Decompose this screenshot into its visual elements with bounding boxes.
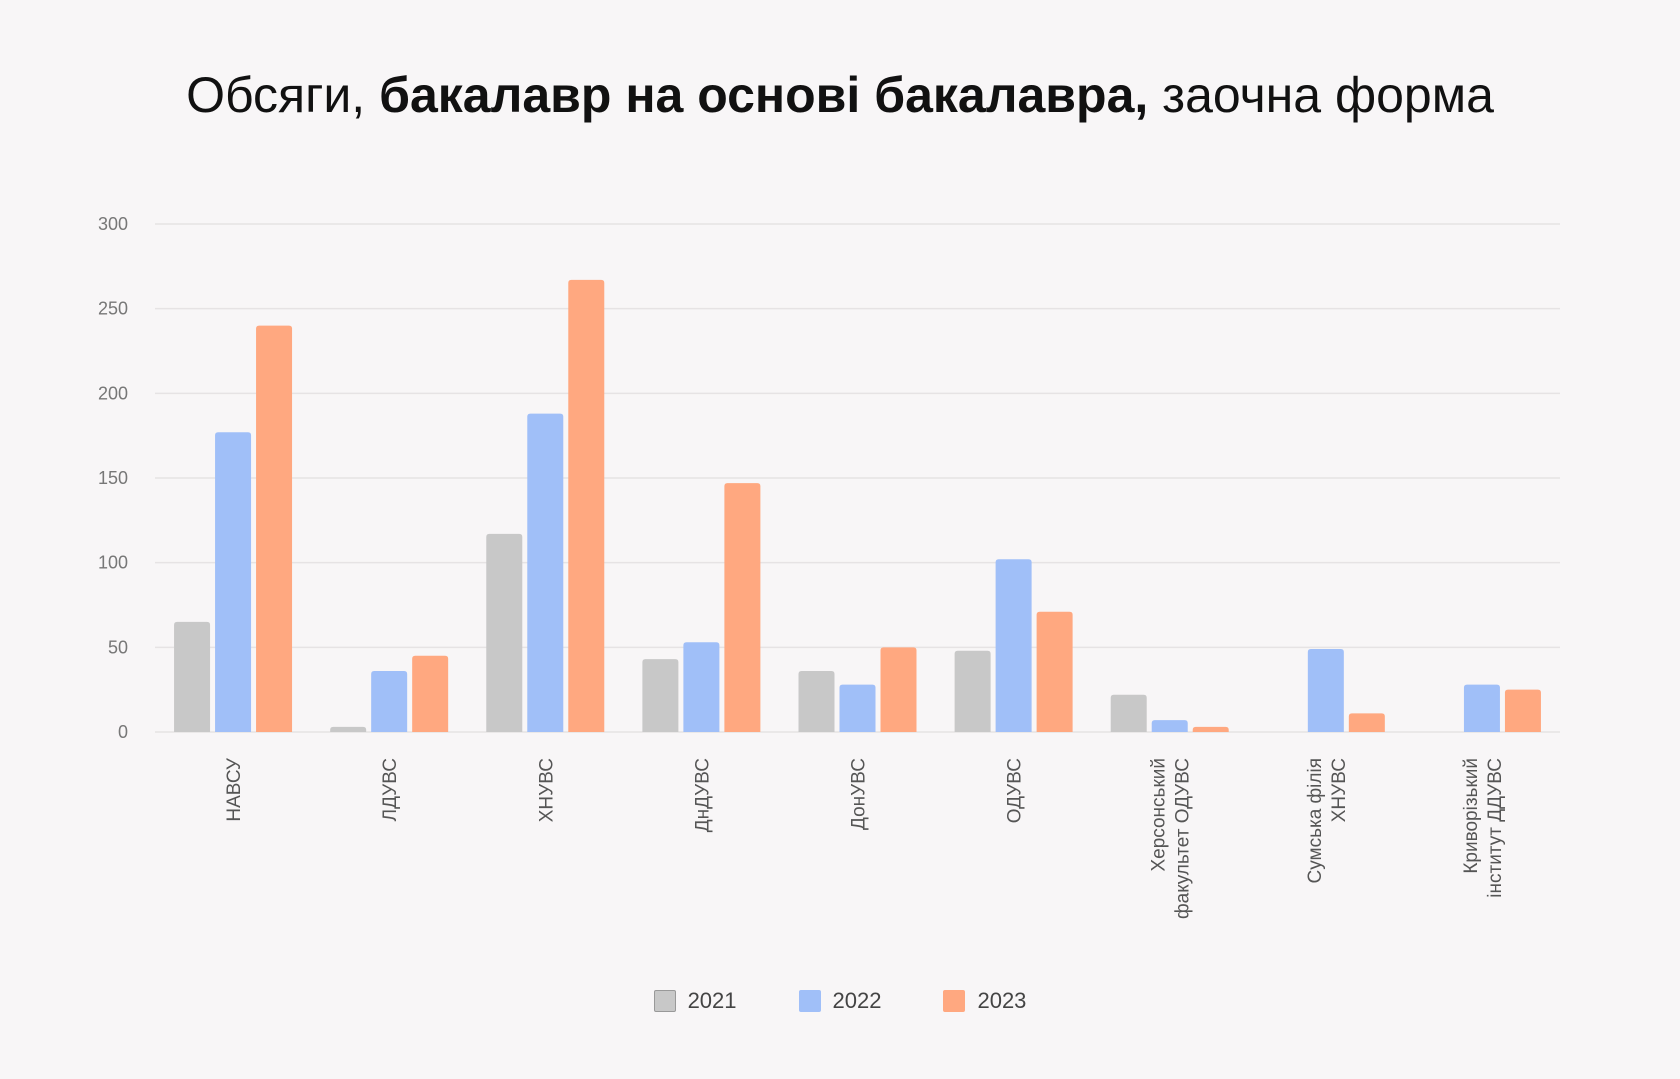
y-tick-label-250: 250 — [98, 299, 128, 319]
bar-2023-3[interactable] — [724, 483, 761, 732]
bar-2022-3[interactable] — [683, 642, 720, 732]
legend-swatch-2023 — [943, 990, 966, 1012]
bar-2023-2[interactable] — [568, 279, 605, 732]
bar-2021-4[interactable] — [798, 671, 835, 732]
title-part-2: бакалавр на основі бакалавра, — [379, 67, 1149, 123]
legend-label-2021: 2021 — [687, 988, 737, 1013]
title-part-1: Обсяги, — [186, 67, 380, 123]
legend-label-2023: 2023 — [977, 988, 1027, 1013]
x-category-label-7-0: Сумська філія — [1305, 758, 1326, 884]
bar-2022-7[interactable] — [1307, 649, 1344, 732]
x-category-label-6-0: Херсонський — [1149, 758, 1170, 872]
bar-2022-0[interactable] — [215, 432, 252, 732]
legend-label-2022: 2022 — [832, 988, 882, 1013]
chart-title: Обсяги, бакалавр на основі бакалавра, за… — [0, 66, 1680, 124]
bar-2023-8[interactable] — [1504, 689, 1541, 732]
bar-2021-3[interactable] — [642, 659, 679, 732]
bar-2021-1[interactable] — [330, 726, 367, 732]
bar-2023-1[interactable] — [412, 655, 449, 732]
y-tick-label-300: 300 — [98, 214, 128, 234]
x-category-label-8-0: Криворізький — [1461, 758, 1482, 874]
bar-2022-6[interactable] — [1151, 720, 1188, 732]
x-category-label-5-0: ОДУВС — [1005, 758, 1026, 823]
y-tick-label-50: 50 — [108, 637, 128, 657]
legend-item-2023[interactable]: 2023 — [943, 988, 1026, 1014]
x-category-label-2-0: ХНУВС — [536, 758, 557, 822]
legend-item-2022[interactable]: 2022 — [798, 988, 882, 1014]
bar-2022-4[interactable] — [839, 684, 876, 732]
bar-2021-6[interactable] — [1110, 694, 1147, 732]
y-tick-label-150: 150 — [98, 468, 128, 488]
y-tick-label-100: 100 — [98, 553, 128, 573]
bar-2021-2[interactable] — [486, 533, 523, 732]
x-category-label-3-0: ДнДУВС — [692, 758, 713, 832]
bar-2021-0[interactable] — [174, 621, 211, 732]
bar-2022-1[interactable] — [371, 671, 408, 732]
x-category-label-8-1: інститут ДДУВС — [1485, 758, 1506, 898]
bar-2022-8[interactable] — [1463, 684, 1500, 732]
bar-2023-0[interactable] — [256, 325, 293, 732]
bar-2022-5[interactable] — [995, 559, 1032, 732]
x-category-label-6-1: факультет ОДУВС — [1173, 758, 1194, 919]
bar-2022-2[interactable] — [527, 413, 564, 732]
chart-legend: 2021 2022 2023 — [0, 988, 1680, 1014]
legend-swatch-2022 — [798, 990, 821, 1012]
bar-2023-6[interactable] — [1192, 726, 1229, 732]
bar-2023-4[interactable] — [880, 647, 917, 732]
y-tick-label-0: 0 — [118, 722, 128, 742]
bar-chart: 0 50 100 150 200 250 300 НАВСУ ЛДУВС ХНУВС ДнДУВС Д… — [98, 214, 1560, 919]
y-tick-label-200: 200 — [98, 383, 128, 403]
bar-2023-7[interactable] — [1348, 713, 1385, 732]
title-part-3: заочна форма — [1148, 67, 1494, 123]
bar-2021-5[interactable] — [954, 650, 991, 732]
x-category-label-7-1: ХНУВС — [1329, 758, 1350, 822]
x-category-label-0-0: НАВСУ — [224, 757, 245, 822]
legend-item-2021[interactable]: 2021 — [653, 988, 737, 1014]
x-category-label-4-0: ДонУВС — [849, 758, 870, 830]
x-category-label-1-0: ЛДУВС — [380, 758, 401, 821]
legend-swatch-2021 — [653, 990, 676, 1012]
bar-2023-5[interactable] — [1036, 611, 1073, 732]
